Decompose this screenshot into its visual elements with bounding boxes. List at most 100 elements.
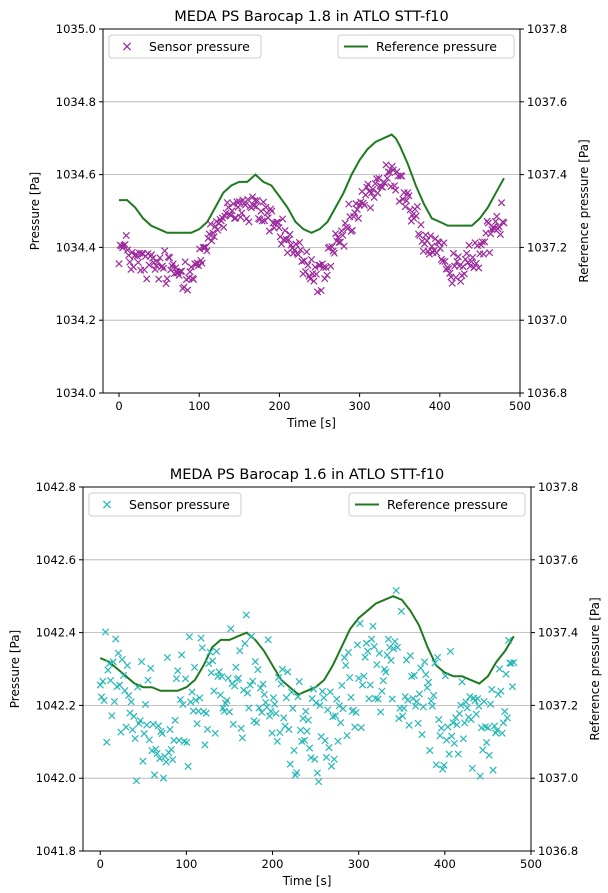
sensor-point (207, 669, 215, 677)
sensor-point (163, 653, 172, 662)
chart-2: 0 100 200 300 400 500 1041.8 1042.0 1042.2 1042.4… (8, 467, 602, 888)
y2-tick-label: 1036.8 (538, 844, 578, 858)
sensor-point (155, 275, 163, 283)
sensor-point (121, 240, 129, 249)
sensor-point (483, 738, 491, 747)
sensor-point (436, 244, 444, 253)
x-tick-label: 500 (509, 399, 531, 413)
sensor-point (176, 267, 185, 275)
sensor-point (154, 722, 163, 730)
sensor-point (503, 714, 511, 722)
sensor-point (424, 678, 433, 686)
sensor-point (305, 744, 314, 752)
y-tick-label: 1034.6 (56, 168, 96, 182)
sensor-point (340, 242, 348, 250)
sensor-point (156, 254, 164, 262)
sensor-point (145, 261, 153, 269)
sensor-point (448, 732, 456, 740)
sensor-point (126, 258, 134, 266)
sensor-point (286, 230, 294, 239)
sensor-point (156, 754, 164, 763)
sensor-point (475, 264, 483, 272)
sensor-point (351, 209, 359, 217)
sensor-point (372, 175, 381, 183)
sensor-point (401, 203, 409, 211)
sensor-point (353, 205, 361, 214)
sensor-point (186, 268, 194, 276)
sensor-point (143, 721, 151, 729)
sensor-point (137, 658, 146, 666)
sensor-point (159, 264, 168, 272)
sensor-point (179, 700, 187, 709)
sensor-point (285, 725, 293, 733)
sensor-point (189, 275, 198, 283)
sensor-point (287, 688, 296, 696)
sensor-point (387, 656, 395, 665)
sensor-point (433, 653, 442, 662)
sensor-point (322, 753, 331, 761)
y-tick-label: 1034.4 (56, 240, 96, 254)
sensor-point (454, 253, 462, 261)
sensor-point (115, 260, 123, 268)
sensor-point (258, 217, 266, 225)
legend-sensor-marker (122, 42, 132, 51)
sensor-point (435, 715, 443, 724)
sensor-point (378, 687, 386, 695)
sensor-point (329, 712, 337, 721)
sensor-point (165, 254, 174, 262)
sensor-point (472, 710, 480, 718)
sensor-point (321, 737, 329, 745)
sensor-point (230, 214, 239, 222)
sensor-point (190, 663, 199, 672)
sensor-point (299, 714, 307, 723)
sensor-point (510, 658, 518, 667)
sensor-point (467, 257, 476, 266)
reference-pressure-line (99, 595, 515, 696)
sensor-point (453, 721, 461, 729)
sensor-point (448, 279, 456, 287)
sensor-point (145, 736, 153, 744)
sensor-point (389, 645, 398, 653)
sensor-point (414, 719, 422, 727)
sensor-point (449, 249, 458, 258)
sensor-point (426, 232, 435, 240)
y2-axis-label: Reference pressure [Pa] (588, 597, 602, 740)
sensor-point (210, 233, 218, 241)
sensor-point (141, 700, 150, 709)
sensor-point (423, 684, 431, 692)
sensor-point (259, 680, 267, 688)
sensor-point (281, 227, 289, 235)
sensor-point (282, 694, 290, 702)
sensor-point (457, 277, 465, 286)
sensor-point (468, 764, 477, 772)
sensor-point (272, 709, 280, 718)
legend-sensor-label: Sensor pressure (149, 39, 250, 54)
sensor-point (485, 249, 494, 257)
sensor-point (251, 196, 259, 205)
sensor-point (343, 731, 351, 740)
sensor-point (312, 699, 320, 707)
y-tick-label: 1034.2 (56, 313, 96, 327)
sensor-point (134, 683, 142, 691)
sensor-point (445, 265, 453, 273)
sensor-point (417, 221, 425, 229)
sensor-point (442, 736, 451, 744)
sensor-point (486, 700, 495, 708)
sensor-point (449, 719, 457, 727)
sensor-point (473, 695, 482, 703)
sensor-point (131, 734, 139, 743)
sensor-point (377, 708, 385, 716)
sensor-point (358, 681, 367, 689)
x-tick-label: 0 (97, 857, 104, 871)
sensor-point (495, 665, 504, 673)
sensor-point (275, 224, 283, 232)
sensor-point (161, 247, 169, 255)
sensor-point (253, 196, 261, 205)
sensor-point (240, 686, 248, 694)
sensor-point (267, 707, 275, 715)
sensor-point (297, 246, 305, 254)
sensor-point (427, 697, 435, 705)
sensor-point (206, 648, 214, 656)
sensor-point (409, 694, 417, 703)
sensor-point (130, 712, 138, 720)
